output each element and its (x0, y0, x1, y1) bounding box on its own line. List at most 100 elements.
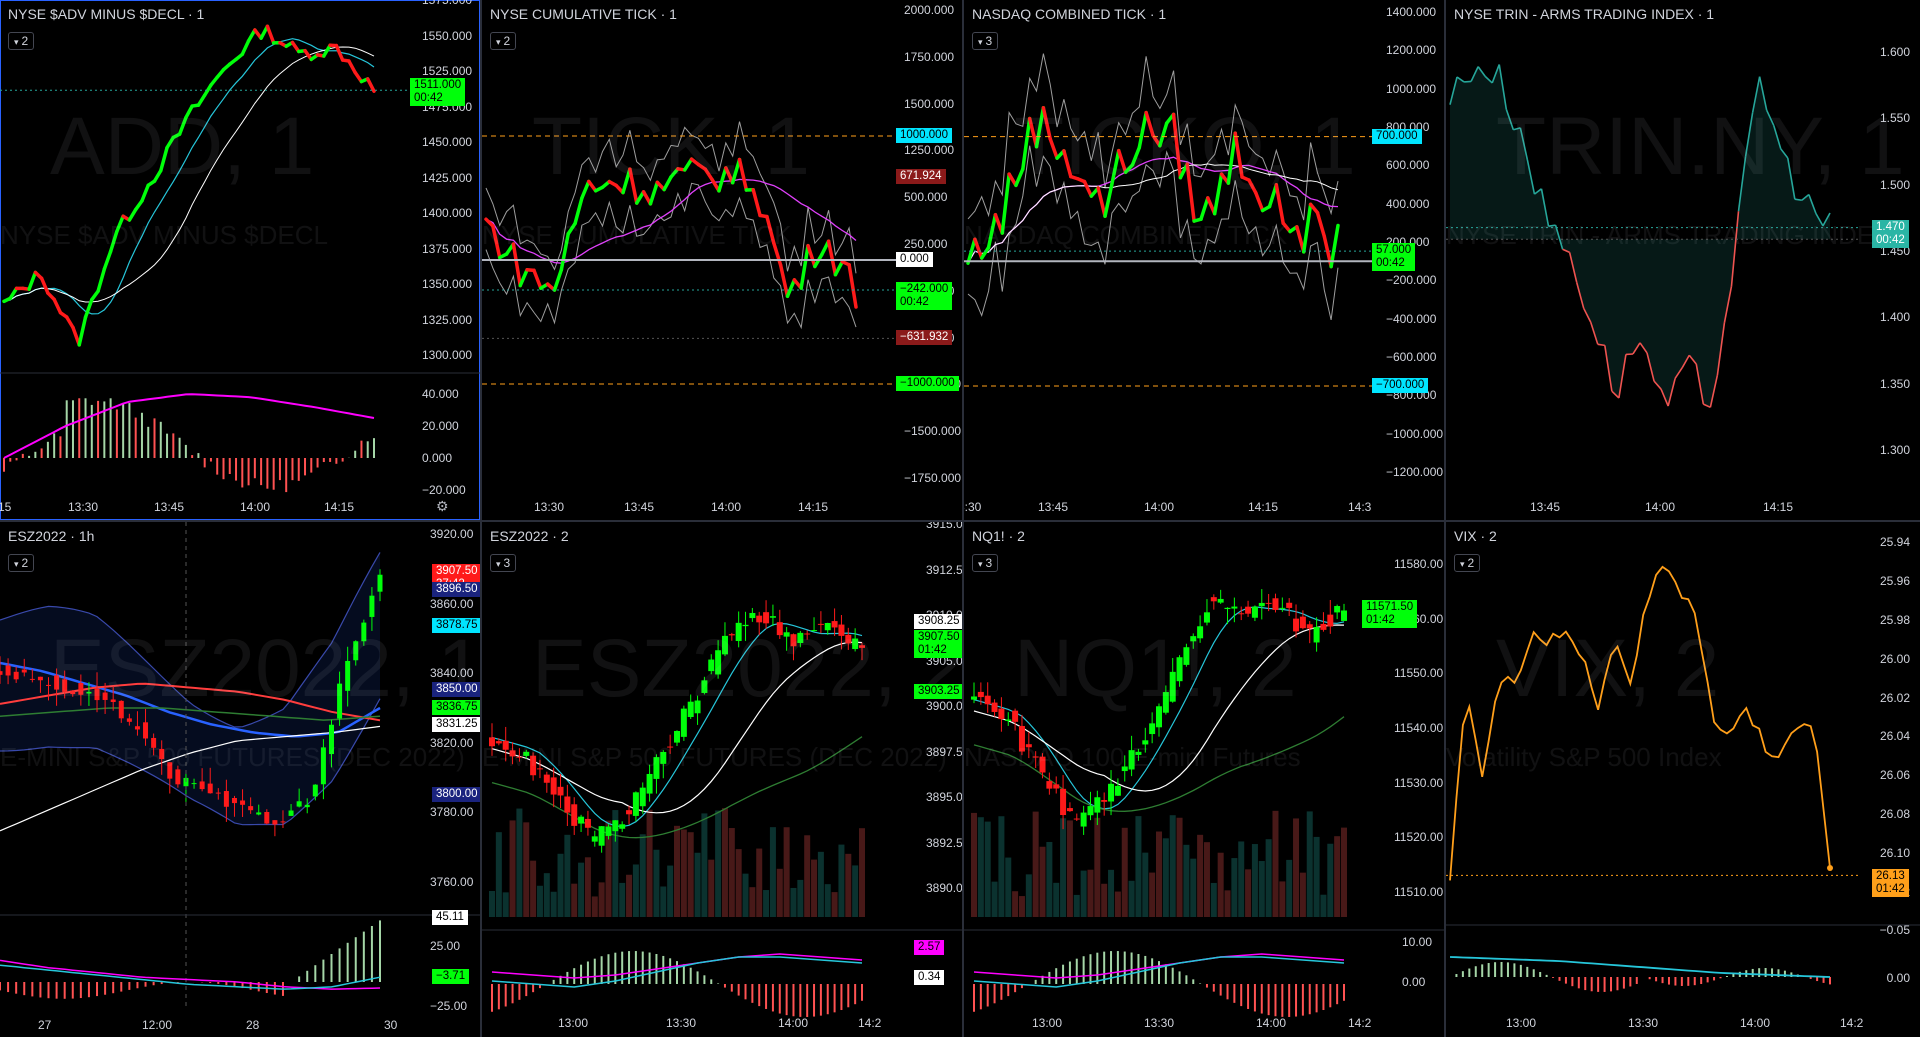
indicator-count-badge[interactable]: ▾ 3 (972, 554, 999, 572)
candle-body (557, 786, 564, 796)
chart-pane-p2[interactable]: NYSE CUMULATIVE TICK · 1 ▾ 2 TICK, 1 NYSE CU… (482, 0, 962, 520)
candle-body (1306, 624, 1313, 629)
price-tag: 3896.50 (432, 582, 480, 597)
chart-title[interactable]: NQ1! · 2 (972, 528, 1025, 544)
price-axis-label: 3780.00 (430, 805, 474, 820)
volume-bar (977, 817, 984, 917)
candle-body (984, 695, 991, 705)
trin-segment (1751, 76, 1761, 113)
volume-bar (1210, 882, 1217, 917)
chart-canvas[interactable] (964, 522, 1444, 1037)
pane-divider[interactable] (962, 0, 964, 1037)
chart-pane-p6[interactable]: ESZ2022 · 2 ▾ 3 ESZ2022, 2 E-MINI S&P 500 FU… (482, 522, 962, 1037)
candle-body (361, 622, 367, 642)
series-line (0, 725, 381, 832)
chart-title[interactable]: NYSE $ADV MINUS $DECL · 1 (8, 6, 205, 22)
candle-body (728, 634, 735, 636)
pane-divider[interactable] (480, 0, 482, 1037)
indicator-count-badge[interactable]: ▾ 3 (490, 554, 517, 572)
price-segment (1082, 179, 1094, 198)
price-segment (751, 187, 762, 218)
pane-divider[interactable] (1444, 0, 1446, 1037)
candle-body (1224, 607, 1231, 610)
price-axis-label: 2000.000 (904, 3, 955, 17)
volume-bar (694, 852, 701, 917)
price-tag: 11571.50 01:42 (1362, 600, 1418, 628)
price-segment (1144, 110, 1155, 138)
chart-pane-p8[interactable]: VIX · 2 ▾ 2 VIX, 2 Volatility S&P 500 Index 2… (1446, 522, 1920, 1037)
price-segment (1062, 149, 1073, 179)
candle-body (1210, 597, 1217, 602)
chart-canvas[interactable] (0, 0, 480, 520)
pane-divider[interactable] (0, 520, 1920, 522)
candle-body (1039, 756, 1046, 773)
chart-title[interactable]: NYSE CUMULATIVE TICK · 1 (490, 6, 677, 22)
chart-title[interactable]: NYSE TRIN - ARMS TRADING INDEX · 1 (1454, 6, 1715, 22)
volume-bar (708, 859, 715, 917)
volume-bar (1156, 831, 1162, 917)
candle-body (991, 702, 998, 712)
indicator-count-badge[interactable]: ▾ 2 (8, 32, 35, 50)
price-axis-label: 1425.000 (422, 170, 473, 185)
candle-body (667, 746, 674, 748)
chart-title[interactable]: ESZ2022 · 2 (490, 528, 569, 544)
chart-canvas[interactable] (0, 522, 480, 1037)
candle-body (207, 783, 213, 794)
price-segment (785, 278, 797, 299)
price-segment (64, 315, 75, 330)
price-tag: 26.13 01:42 (1872, 869, 1909, 898)
chart-title[interactable]: VIX · 2 (1454, 528, 1497, 544)
gear-icon[interactable]: ⚙ (436, 498, 449, 514)
indicator-count-badge[interactable]: ▾ 3 (972, 32, 999, 50)
volume-bar (715, 810, 722, 917)
price-axis-label: 11530.00 (1394, 775, 1444, 790)
chart-canvas[interactable] (1446, 0, 1920, 520)
chart-pane-p3[interactable]: NASDAQ COMBINED TICK · 1 ▾ 3 TICKQ, 1 NASDAQ… (964, 0, 1444, 520)
volume-bar (509, 820, 516, 917)
volume-bar (626, 874, 633, 917)
candle-body (167, 762, 173, 779)
volume-bar (735, 849, 742, 917)
chart-canvas[interactable] (1446, 522, 1920, 1037)
price-axis-label: −600.000 (1386, 350, 1437, 364)
chart-canvas[interactable] (482, 0, 962, 520)
price-axis-label: −1000.000 (1386, 426, 1444, 441)
volume-bar (721, 808, 728, 917)
price-segment (973, 237, 984, 260)
chart-pane-p4[interactable]: NYSE TRIN - ARMS TRADING INDEX · 1 TRIN.N… (1446, 0, 1920, 520)
trin-segment (1639, 342, 1648, 354)
price-segment (127, 207, 138, 222)
candle-body (998, 708, 1005, 720)
time-axis-label: 13:30 (1628, 1016, 1659, 1030)
price-segment (1041, 105, 1052, 141)
chart-title[interactable]: ESZ2022 · 1h (8, 528, 95, 544)
last-value-dot (1827, 865, 1833, 872)
candle-body (1293, 618, 1300, 632)
price-axis-label: −400.000 (1386, 311, 1437, 326)
chart-canvas[interactable] (482, 522, 962, 1037)
chart-title[interactable]: NASDAQ COMBINED TICK · 1 (972, 6, 1167, 22)
candle-body (543, 774, 550, 783)
price-axis-label: 25.96 (1879, 573, 1910, 588)
trin-segment (1681, 354, 1690, 369)
time-axis-label: 3:30 (964, 500, 982, 514)
chart-pane-p7[interactable]: NQ1! · 2 ▾ 3 NQ1!, 2 NASDAQ 100 E-mini Futur… (964, 522, 1444, 1037)
volume-bar (1313, 836, 1320, 917)
price-segment (669, 167, 680, 179)
chart-pane-p1[interactable]: NYSE $ADV MINUS $DECL · 1 ▾ 2 ADD, 1 NYSE $A… (0, 0, 480, 520)
candle-body (70, 690, 76, 695)
candle-body (824, 622, 831, 631)
trin-segment (1780, 148, 1789, 159)
trin-segment (1470, 66, 1479, 82)
price-segment (1233, 131, 1244, 179)
price-axis-label: 25.94 (1879, 535, 1910, 549)
volume-bar (516, 808, 523, 917)
price-tag: −700.000 (1372, 377, 1429, 393)
trin-segment (1703, 403, 1711, 409)
indicator-count-badge[interactable]: ▾ 2 (490, 32, 517, 50)
indicator-count-badge[interactable]: ▾ 2 (1454, 554, 1481, 572)
chart-canvas[interactable] (964, 0, 1444, 520)
candle-body (46, 684, 52, 686)
indicator-count-badge[interactable]: ▾ 2 (8, 554, 35, 572)
